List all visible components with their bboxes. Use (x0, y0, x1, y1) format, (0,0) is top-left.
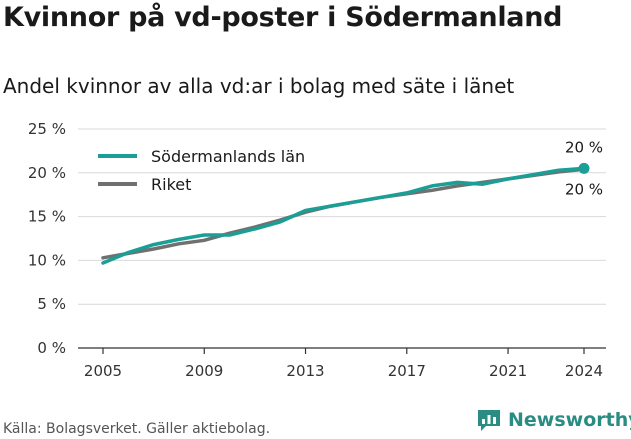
y-tick-label: 5 % (37, 295, 66, 313)
legend-label: Riket (151, 175, 191, 194)
chart-title: Kvinnor på vd-poster i Södermanland (3, 2, 563, 33)
legend-label: Södermanlands län (151, 147, 305, 166)
x-tick-label: 2021 (489, 362, 527, 380)
end-point-marker (578, 162, 590, 174)
end-value-label: 20 % (565, 180, 603, 198)
y-tick-label: 25 % (28, 120, 66, 138)
y-tick-label: 10 % (28, 251, 66, 269)
y-axis-ticks: 0 % 5 % 10 % 15 % 20 % 25 % (28, 120, 66, 357)
legend: Södermanlands län Riket (98, 147, 305, 194)
y-tick-label: 0 % (37, 339, 66, 357)
gridlines (78, 128, 606, 305)
chart-subtitle: Andel kvinnor av alla vd:ar i bolag med … (3, 74, 515, 98)
source-note: Källa: Bolagsverket. Gäller aktiebolag. (3, 421, 271, 437)
x-tick-label: 2013 (286, 362, 324, 380)
y-tick-label: 15 % (28, 208, 66, 226)
newsworthy-logo: Newsworthy (476, 407, 631, 433)
line-chart: 0 %5 %10 %15 %20 %25 % 2005 2009 2013 2017 2… (28, 120, 606, 380)
newsworthy-icon (478, 410, 500, 431)
series-line (101, 166, 586, 265)
series-lines (101, 162, 590, 265)
newsworthy-wordmark: Newsworthy (508, 409, 631, 431)
x-tick-label: 2009 (185, 362, 223, 380)
x-tick-label: 2005 (84, 362, 122, 380)
y-tick-label: 20 % (28, 164, 66, 182)
end-value-label: 20 % (565, 138, 603, 156)
x-axis-ticks: 2005 2009 2013 2017 2021 2024 (84, 348, 603, 380)
end-labels: 20 % 20 % (565, 138, 603, 198)
x-tick-label: 2017 (388, 362, 426, 380)
x-tick-label: 2024 (565, 362, 603, 380)
